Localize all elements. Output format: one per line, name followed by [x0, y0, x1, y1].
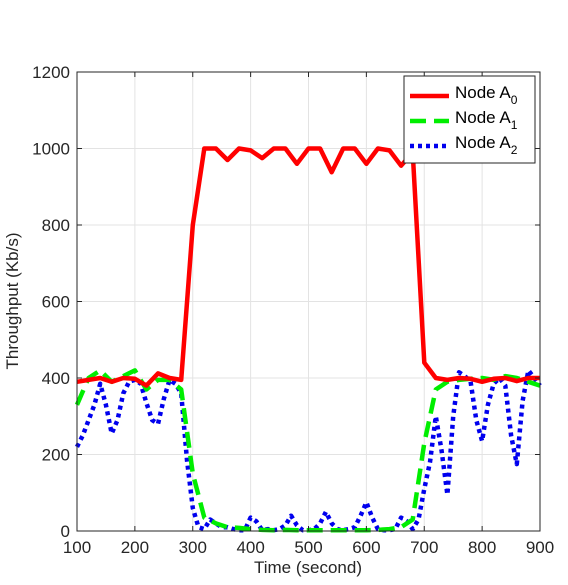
- x-tick-label: 100: [63, 538, 91, 557]
- axis-ticks: [76, 71, 541, 532]
- y-axis-label: Throughput (Kb/s): [3, 232, 22, 369]
- x-tick-label: 800: [468, 538, 496, 557]
- y-tick-label: 0: [61, 522, 70, 541]
- x-tick-label: 600: [352, 538, 380, 557]
- x-tick-label: 300: [179, 538, 207, 557]
- y-tick-label: 800: [42, 216, 70, 235]
- y-tick-labels: 0 200 400 600 800 1000 1200: [32, 63, 70, 541]
- x-tick-label: 500: [294, 538, 322, 557]
- series-line-node-a0: [76, 146, 540, 388]
- y-tick-label: 200: [42, 446, 70, 465]
- x-tick-labels: 100 200 300 400 500 600 700 800 900: [63, 538, 554, 557]
- legend-label-node-a0: Node A0: [455, 83, 518, 107]
- x-tick-label: 200: [121, 538, 149, 557]
- y-tick-label: 400: [42, 369, 70, 388]
- x-tick-label: 700: [410, 538, 438, 557]
- x-tick-label: 900: [526, 538, 554, 557]
- y-tick-label: 600: [42, 293, 70, 312]
- y-tick-label: 1200: [32, 63, 70, 82]
- legend-label-node-a2: Node A2: [455, 133, 518, 157]
- y-tick-label: 1000: [32, 140, 70, 159]
- x-axis-label: Time (second): [254, 558, 362, 577]
- legend-label-node-a1: Node A1: [455, 108, 518, 132]
- x-tick-label: 400: [236, 538, 264, 557]
